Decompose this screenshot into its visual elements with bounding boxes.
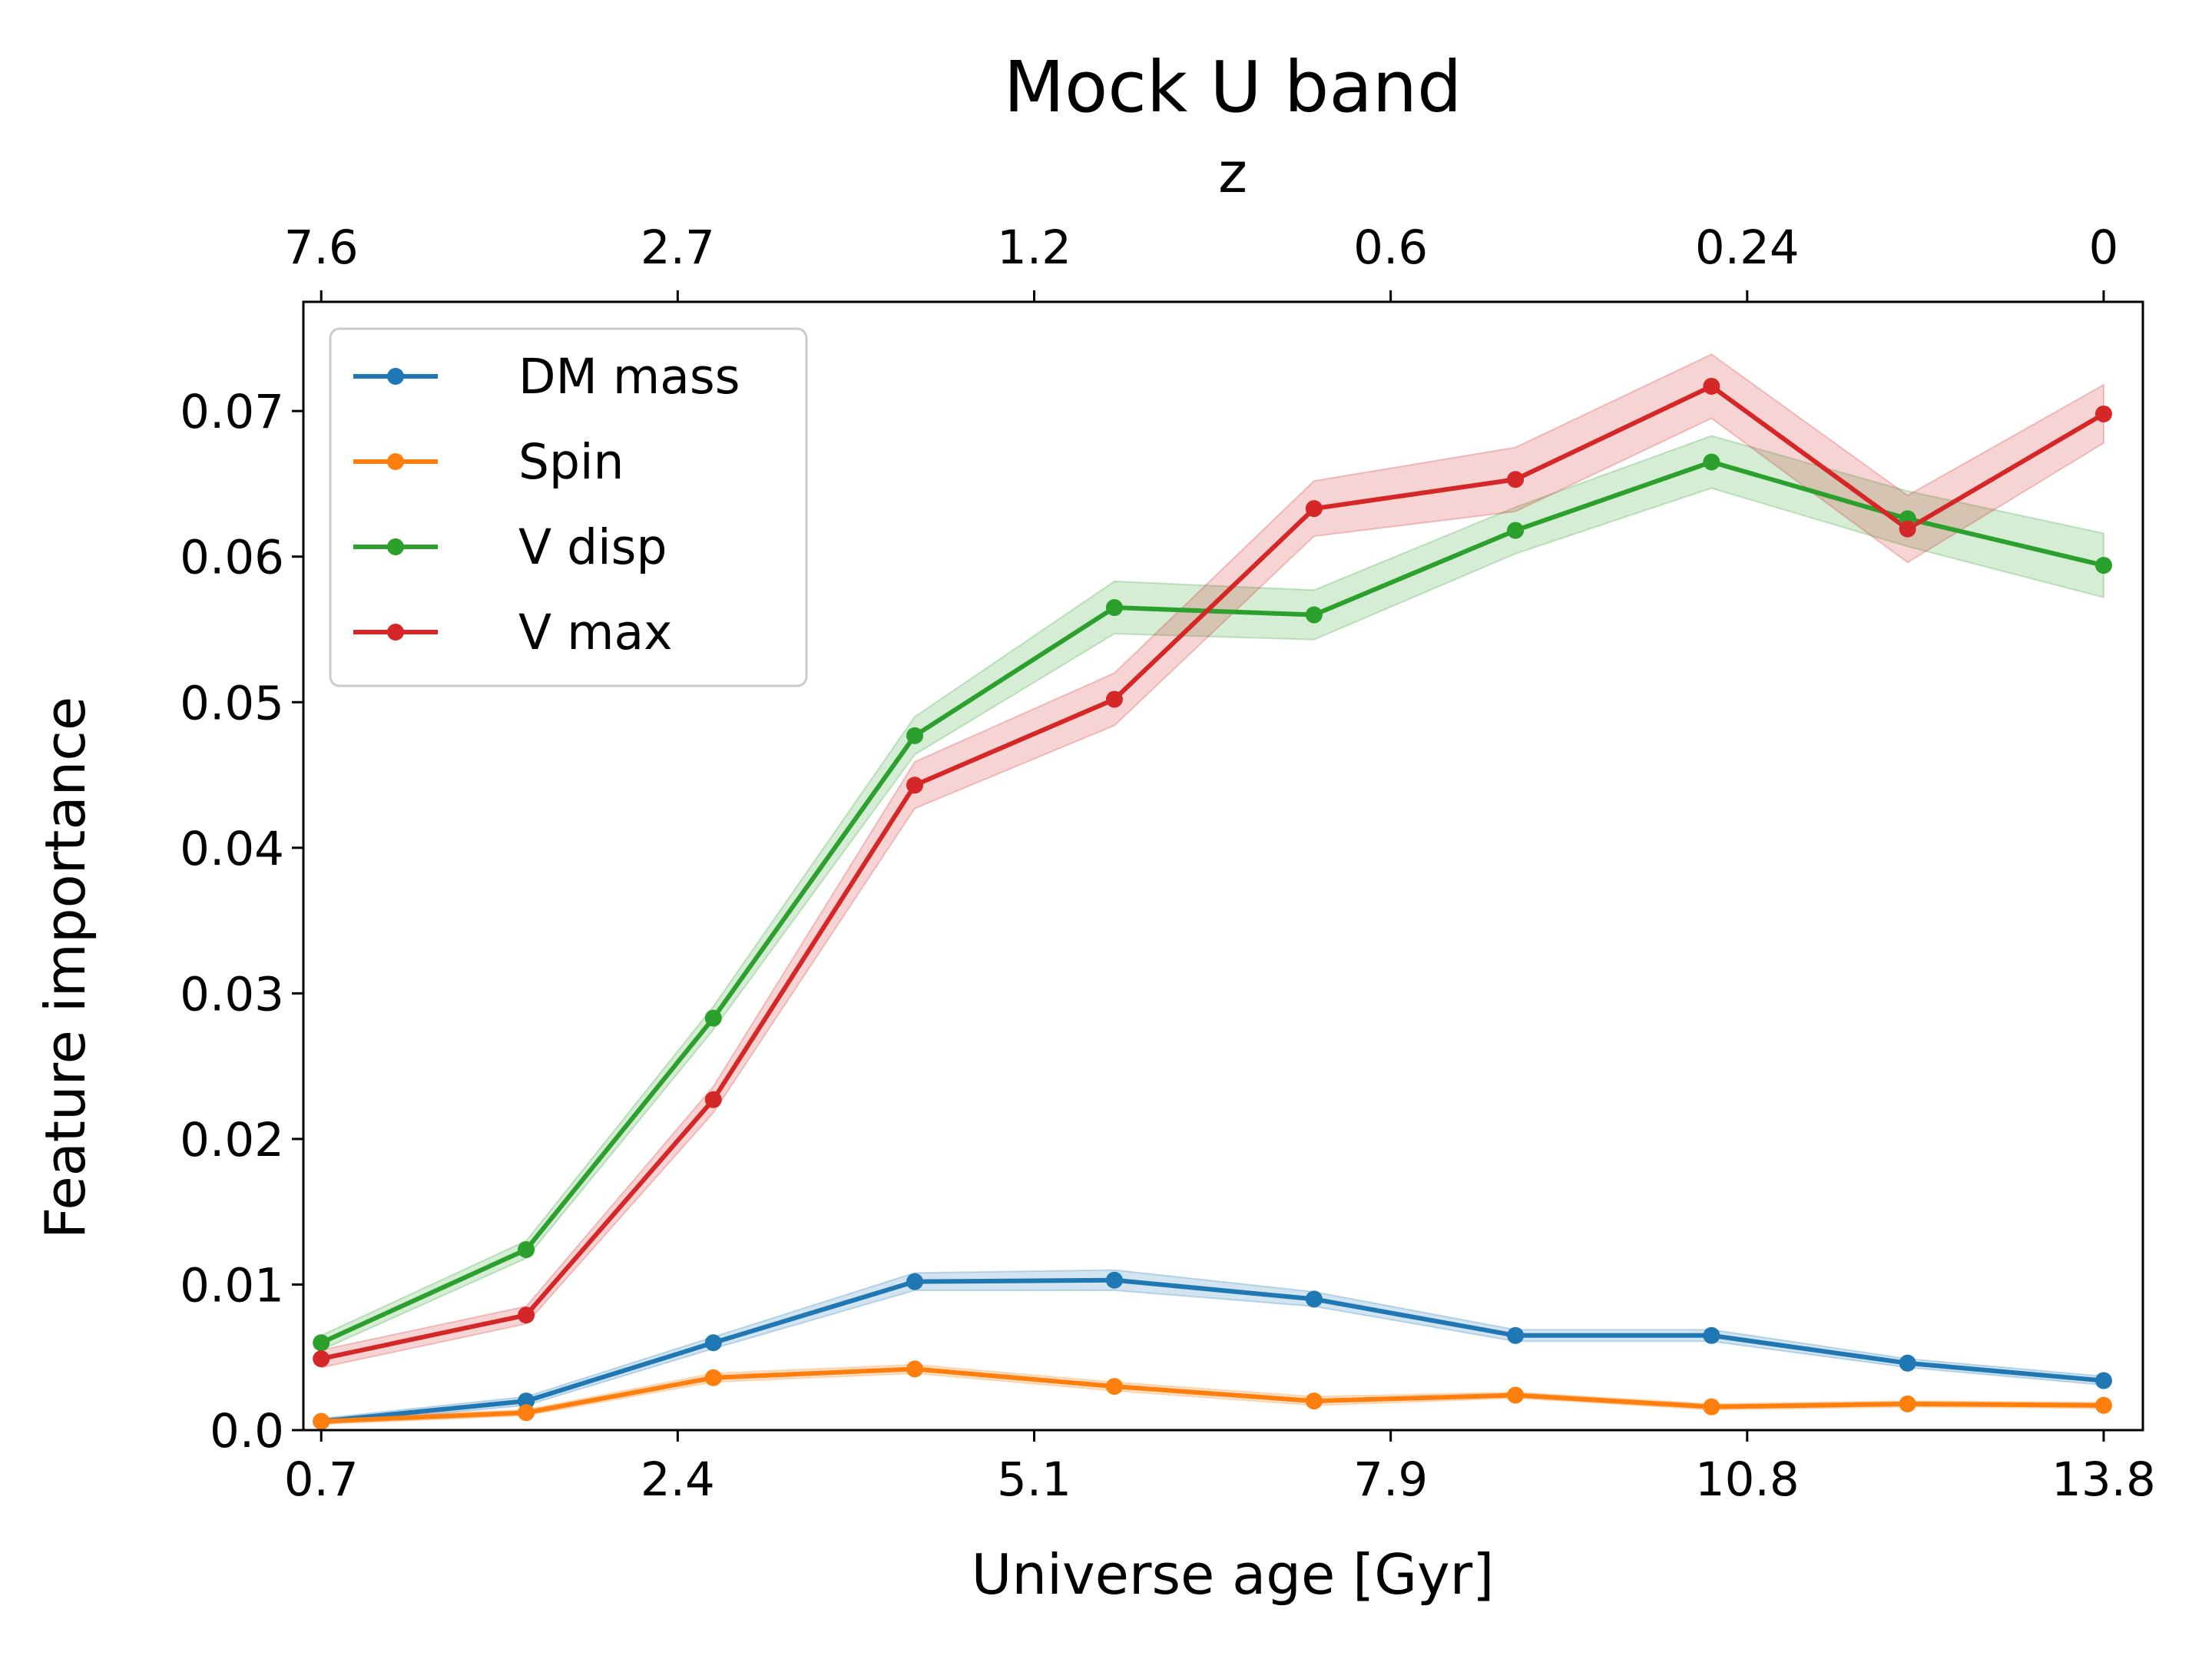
top-x-tick-label: 0.6 xyxy=(1353,220,1428,275)
v-disp-band xyxy=(320,435,2104,1352)
spin-point xyxy=(1305,1392,1323,1410)
dm-mass-point xyxy=(2094,1372,2112,1389)
series-points xyxy=(313,377,2112,1430)
v-disp-point xyxy=(313,1334,330,1352)
v-disp-point xyxy=(1703,453,1720,471)
spin-point xyxy=(1899,1395,1916,1412)
y-tick-label: 0.07 xyxy=(180,385,284,439)
dm-mass-point xyxy=(1507,1326,1525,1344)
v-disp-point xyxy=(1507,522,1525,539)
dm-mass-line xyxy=(319,1277,2106,1424)
y-tick-label: 0.04 xyxy=(180,822,284,876)
spin-point xyxy=(1105,1378,1123,1396)
x-tick-label: 0.7 xyxy=(284,1452,359,1507)
y-tick-label: 0.05 xyxy=(180,676,284,730)
v-max-point xyxy=(906,777,924,794)
spin-point xyxy=(1507,1386,1525,1404)
v-disp-point xyxy=(2094,557,2112,575)
legend-swatch-marker xyxy=(387,538,404,555)
v-disp-point xyxy=(1105,599,1123,617)
legend-label: V disp xyxy=(518,519,667,575)
top-x-axis-label: z xyxy=(1218,141,1247,205)
legend-label: DM mass xyxy=(518,349,740,405)
v-disp-point xyxy=(906,727,924,744)
chart-title: Mock U band xyxy=(1004,46,1462,128)
x-tick-label: 10.8 xyxy=(1695,1452,1800,1507)
top-x-tick-label: 1.2 xyxy=(997,220,1071,275)
spin-point xyxy=(1703,1398,1720,1416)
v-max-point xyxy=(1507,471,1525,488)
spin-line xyxy=(319,1366,2106,1424)
y-tick-label: 0.01 xyxy=(180,1258,284,1313)
v-max-point xyxy=(313,1350,330,1368)
v-max-line xyxy=(319,383,2106,1362)
legend-swatch-marker xyxy=(387,453,404,470)
spin-point xyxy=(518,1404,535,1422)
top-x-tick-label: 2.7 xyxy=(641,220,715,275)
legend-box xyxy=(329,327,808,687)
y-tick-label: 0.03 xyxy=(180,967,284,1022)
spin-point xyxy=(704,1369,722,1386)
series-lines xyxy=(319,383,2106,1424)
v-max-point xyxy=(1703,377,1720,395)
top-x-tick-label: 7.6 xyxy=(284,220,359,275)
y-tick-label: 0.02 xyxy=(180,1113,284,1167)
plot-frame xyxy=(302,300,2144,1432)
dm-mass-point xyxy=(906,1273,924,1290)
legend-label: V max xyxy=(518,604,672,661)
v-max-point xyxy=(704,1091,722,1108)
v-disp-point xyxy=(1305,606,1323,624)
x-tick-label: 2.4 xyxy=(641,1452,715,1507)
spin-point xyxy=(2094,1396,2112,1414)
x-tick-label: 5.1 xyxy=(997,1452,1071,1507)
v-max-point xyxy=(518,1306,535,1324)
y-axis-label: Feature importance xyxy=(33,697,98,1239)
legend-label: Spin xyxy=(518,434,624,490)
dm-mass-point xyxy=(1703,1326,1720,1344)
legend-swatch-marker xyxy=(387,624,404,641)
spin-point xyxy=(313,1412,330,1430)
v-disp-point xyxy=(518,1240,535,1258)
dm-mass-point xyxy=(1105,1271,1123,1289)
v-max-point xyxy=(1305,500,1323,518)
dm-mass-point xyxy=(518,1392,535,1410)
axes: 0.0 0.01 0.02 0.03 0.04 0.05 0.06 0.07 0.7 2.4 5.1… xyxy=(180,220,2156,1507)
x-tick-label: 7.9 xyxy=(1353,1452,1428,1507)
top-x-tick-label: 0 xyxy=(2089,220,2119,275)
top-x-tick-label: 0.24 xyxy=(1695,220,1800,275)
y-tick-label: 0.0 xyxy=(210,1404,284,1459)
y-tick-label: 0.06 xyxy=(180,531,284,585)
v-max-point xyxy=(1105,690,1123,708)
x-tick-label: 13.8 xyxy=(2051,1452,2156,1507)
dm-mass-point xyxy=(704,1334,722,1352)
legend: DM mass Spin V disp V max xyxy=(329,327,808,687)
dm-mass-point xyxy=(1899,1354,1916,1372)
x-axis-label: Universe age [Gyr] xyxy=(972,1542,1495,1607)
v-max-point xyxy=(1899,520,1916,538)
v-max-point xyxy=(2094,405,2112,422)
v-disp-line xyxy=(319,459,2106,1346)
legend-swatch-marker xyxy=(387,368,404,385)
dm-mass-point xyxy=(1305,1290,1323,1308)
spin-point xyxy=(906,1360,924,1378)
v-max-band xyxy=(320,353,2104,1369)
v-disp-point xyxy=(704,1009,722,1027)
